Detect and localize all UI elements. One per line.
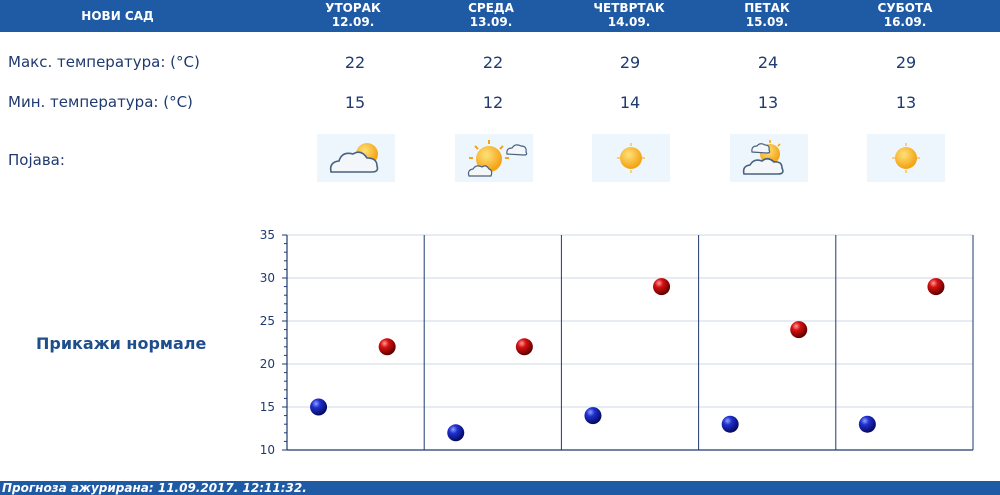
update-timestamp: Прогноза ажурирана: 11.09.2017. 12:11:32… xyxy=(2,481,307,495)
y-tick-label: 15 xyxy=(260,400,275,414)
day-date: 16.09. xyxy=(883,15,927,29)
min-temp-value: 13 xyxy=(895,93,917,112)
y-tick-label: 25 xyxy=(260,314,275,328)
day-name: ПЕТАК xyxy=(744,1,790,15)
day-header-3: ЧЕТВРТАК 14.09. xyxy=(569,1,689,29)
sun-icon xyxy=(592,134,670,182)
sun-cloud-icon xyxy=(455,134,533,182)
max-temp-value: 22 xyxy=(344,53,366,72)
day-date: 14.09. xyxy=(607,15,651,29)
min-temp-point xyxy=(447,424,465,442)
day-date: 12.09. xyxy=(331,15,375,29)
max-temp-value: 22 xyxy=(482,53,504,72)
min-temp-value: 14 xyxy=(619,93,641,112)
y-tick-label: 30 xyxy=(260,271,275,285)
phenomenon-label: Појава: xyxy=(8,151,65,169)
max-temp-point xyxy=(927,278,945,296)
day-date: 15.09. xyxy=(745,15,789,29)
y-tick-label: 10 xyxy=(260,443,275,457)
max-temp-label: Макс. температура: (°C) xyxy=(8,53,200,71)
show-normals-link[interactable]: Прикажи нормале xyxy=(36,334,207,353)
sun-icon xyxy=(867,134,945,182)
max-temp-point xyxy=(790,321,808,339)
cloud-sun-icon xyxy=(317,134,395,182)
forecast-header: НОВИ САД УТОРАК 12.09. СРЕДА 13.09. ЧЕТВ… xyxy=(0,0,1000,32)
max-temp-point xyxy=(515,338,533,356)
y-tick-label: 20 xyxy=(260,357,275,371)
min-temp-point xyxy=(584,407,602,425)
city-name: НОВИ САД xyxy=(81,9,154,23)
day-header-2: СРЕДА 13.09. xyxy=(431,1,551,29)
min-temp-point xyxy=(858,415,876,433)
day-name: СУБОТА xyxy=(877,1,933,15)
day-header-5: СУБОТА 16.09. xyxy=(845,1,965,29)
max-temp-point xyxy=(653,278,671,296)
min-temp-value: 12 xyxy=(482,93,504,112)
min-temp-value: 13 xyxy=(757,93,779,112)
day-name: УТОРАК xyxy=(325,1,381,15)
max-temp-value: 29 xyxy=(895,53,917,72)
min-temp-value: 15 xyxy=(344,93,366,112)
day-date: 13.09. xyxy=(469,15,513,29)
max-temp-value: 24 xyxy=(757,53,779,72)
day-header-4: ПЕТАК 15.09. xyxy=(707,1,827,29)
y-tick-label: 35 xyxy=(260,228,275,242)
day-header-1: УТОРАК 12.09. xyxy=(293,1,413,29)
sun-cloud-icon xyxy=(730,134,808,182)
min-temp-label: Мин. температура: (°C) xyxy=(8,93,193,111)
min-temp-point xyxy=(310,398,328,416)
day-name: ЧЕТВРТАК xyxy=(593,1,665,15)
day-name: СРЕДА xyxy=(468,1,514,15)
min-temp-point xyxy=(721,415,739,433)
max-temp-point xyxy=(378,338,396,356)
max-temp-value: 29 xyxy=(619,53,641,72)
temperature-chart: 10 15 20 25 30 35 xyxy=(260,228,974,457)
forecast-updated-footer: Прогноза ажурирана: 11.09.2017. 12:11:32… xyxy=(0,481,1000,495)
